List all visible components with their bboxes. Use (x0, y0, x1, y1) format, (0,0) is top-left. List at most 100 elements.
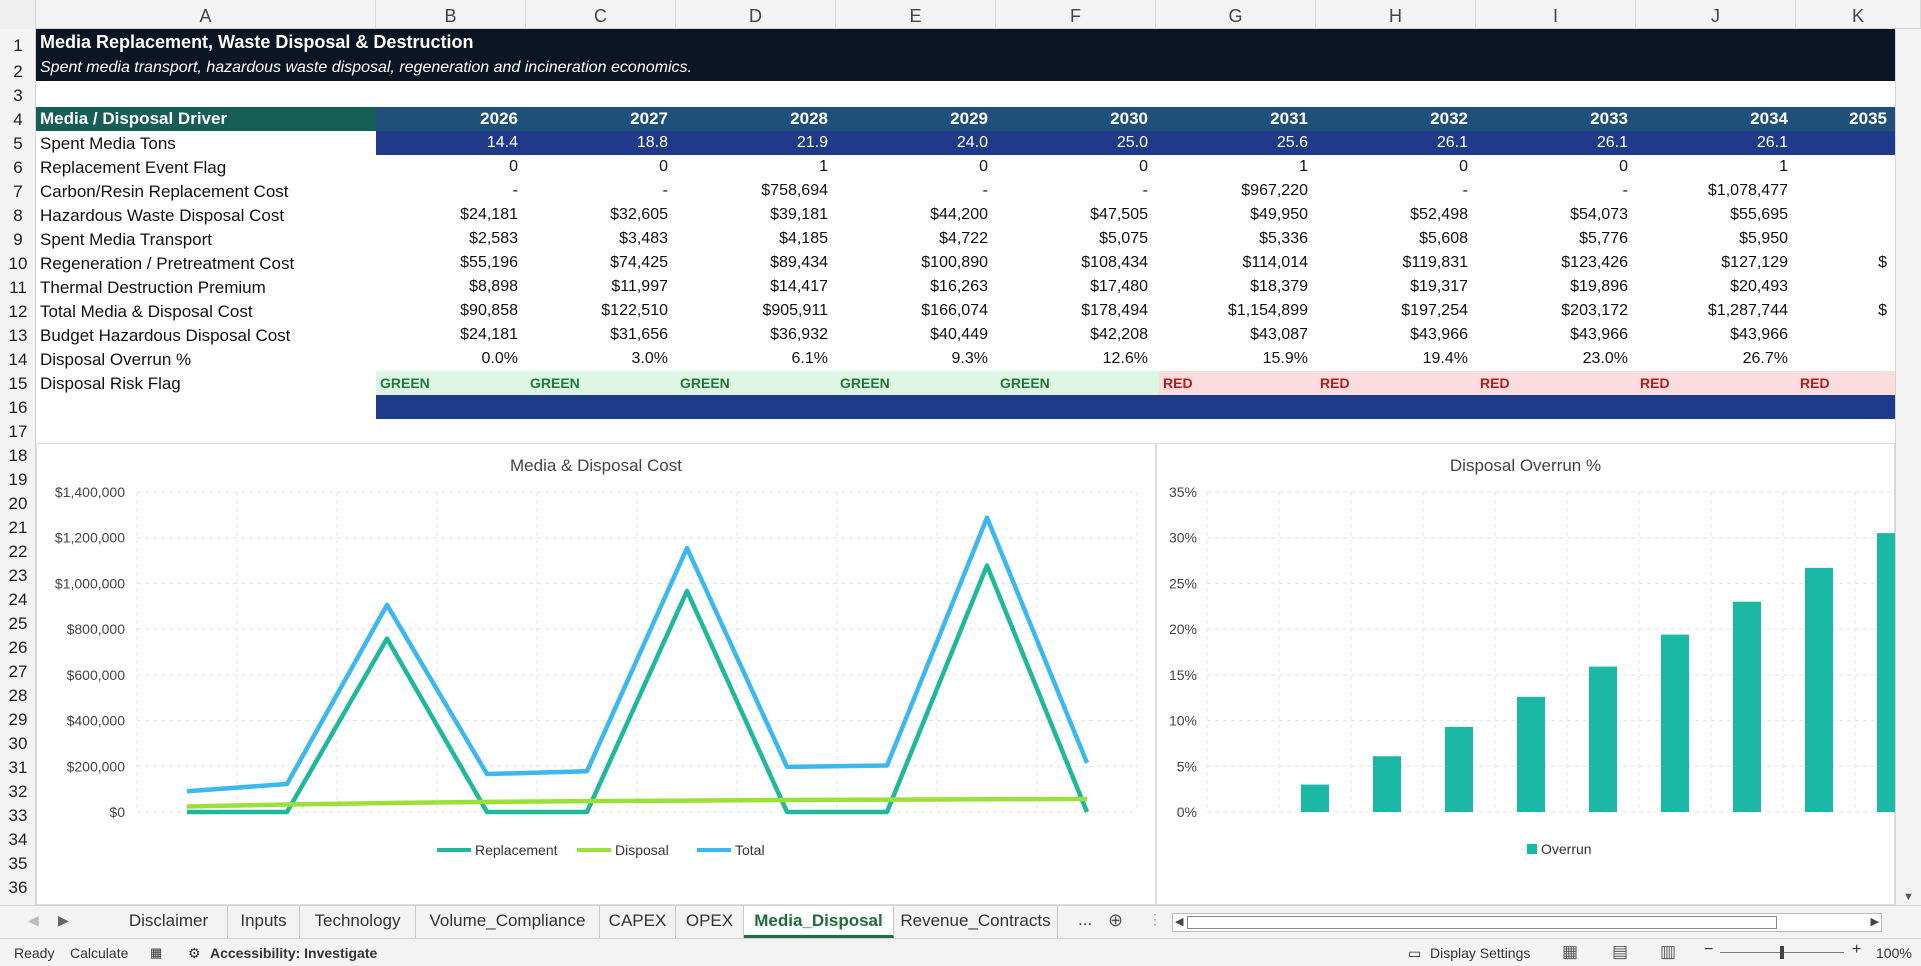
bar-overrun[interactable] (1661, 634, 1689, 812)
value-cell[interactable]: 1 (1779, 158, 1788, 175)
value-cell[interactable]: 26.1 (1436, 134, 1468, 151)
bar-overrun[interactable] (1805, 567, 1833, 812)
value-cell[interactable]: $44,200 (930, 206, 988, 223)
row-label[interactable]: Carbon/Resin Replacement Cost (40, 182, 289, 201)
horizontal-scroll-thumb[interactable] (1187, 916, 1777, 929)
value-cell[interactable]: $5,075 (1099, 230, 1148, 247)
bar-overrun[interactable] (1877, 533, 1895, 812)
value-cell[interactable]: 1 (1299, 158, 1308, 175)
tab-revenue-contracts[interactable]: Revenue_Contracts (894, 906, 1058, 938)
row-header-36[interactable]: 36 (8, 878, 28, 897)
row-header-24[interactable]: 24 (8, 590, 28, 609)
value-cell[interactable]: $74,425 (610, 254, 668, 271)
value-cell[interactable]: 0 (1139, 158, 1148, 175)
row-header-9[interactable]: 9 (13, 230, 23, 249)
value-cell[interactable]: $43,966 (1730, 326, 1788, 343)
column-header-f[interactable]: F (996, 0, 1156, 29)
row-header-13[interactable]: 13 (8, 326, 28, 345)
tab-media-disposal[interactable]: Media_Disposal (744, 906, 894, 938)
column-header-c[interactable]: C (526, 0, 676, 29)
year-header-2031[interactable]: 2031 (1270, 109, 1308, 128)
value-cell[interactable]: $5,950 (1739, 230, 1788, 247)
normal-view-icon[interactable]: ▦ (1562, 942, 1579, 961)
risk-flag-green[interactable]: GREEN (840, 375, 890, 391)
risk-flag-green[interactable]: GREEN (680, 375, 730, 391)
value-cell[interactable]: $108,434 (1081, 254, 1148, 271)
value-cell[interactable]: 24.0 (956, 134, 988, 151)
add-sheet-icon[interactable]: ⊕ (1108, 910, 1124, 930)
series-line-total[interactable] (186, 515, 1090, 794)
row-header-31[interactable]: 31 (8, 758, 28, 777)
row-header-20[interactable]: 20 (8, 494, 28, 513)
value-cell[interactable]: $36,932 (770, 326, 828, 343)
risk-flag-red[interactable]: RED (1640, 375, 1670, 391)
zoom-out-icon[interactable]: − (1704, 941, 1714, 958)
page-layout-icon[interactable]: ▤ (1612, 942, 1629, 961)
row-header-22[interactable]: 22 (8, 542, 28, 561)
value-cell[interactable]: $905,911 (762, 302, 828, 319)
value-cell[interactable]: 18.8 (636, 134, 668, 151)
row-header-14[interactable]: 14 (8, 350, 28, 369)
value-cell[interactable]: 12.6% (1102, 350, 1148, 367)
display-settings-icon[interactable]: ▭ (1408, 945, 1422, 961)
year-header-2028[interactable]: 2028 (790, 109, 828, 128)
value-cell[interactable]: $32,605 (610, 206, 668, 223)
select-all-corner[interactable] (0, 0, 36, 29)
value-cell[interactable]: $40,449 (930, 326, 988, 343)
risk-flag-green[interactable]: GREEN (380, 375, 430, 391)
column-header-g[interactable]: G (1156, 0, 1316, 29)
value-cell[interactable]: $119,831 (1402, 254, 1468, 271)
value-cell[interactable]: 0 (1459, 158, 1468, 175)
value-cell[interactable]: $8,898 (469, 278, 518, 295)
value-cell[interactable]: - (1462, 182, 1468, 199)
value-cell[interactable]: $43,966 (1570, 326, 1628, 343)
value-cell[interactable]: 0.0% (481, 350, 518, 367)
value-cell[interactable]: $5,608 (1419, 230, 1468, 247)
bar-overrun[interactable] (1445, 726, 1473, 812)
disposal-overrun-chart[interactable]: Disposal Overrun % 0% 5% 10% 15% 20% 25% 30% 35… (1156, 443, 1895, 905)
value-cell[interactable]: $758,694 (761, 182, 828, 199)
value-cell[interactable]: $39,181 (770, 206, 828, 223)
row-header-4[interactable]: 4 (13, 110, 23, 129)
tab-volume-compliance[interactable]: Volume_Compliance (416, 906, 600, 938)
splitter-dots-icon[interactable]: ⋮ (1148, 911, 1162, 927)
display-settings-button[interactable]: Display Settings (1430, 945, 1531, 961)
row-label[interactable]: Total Media & Disposal Cost (40, 302, 253, 321)
row-header-1[interactable]: 1 (13, 36, 23, 55)
row-header-6[interactable]: 6 (13, 158, 23, 177)
page-break-view-icon[interactable]: ▥ (1660, 942, 1677, 961)
more-tabs-button[interactable]: ... (1078, 910, 1093, 929)
bar-overrun[interactable] (1373, 756, 1401, 812)
value-cell[interactable]: $3,483 (619, 230, 668, 247)
year-header-2032[interactable]: 2032 (1430, 109, 1468, 128)
value-cell[interactable]: $178,494 (1081, 302, 1148, 319)
row-header-18[interactable]: 18 (8, 446, 28, 465)
series-line-replacement[interactable] (187, 563, 1090, 815)
tab-technology[interactable]: Technology (300, 906, 416, 938)
value-cell[interactable]: $49,950 (1250, 206, 1308, 223)
value-cell[interactable]: 14.4 (486, 134, 518, 151)
row-header-35[interactable]: 35 (8, 854, 28, 873)
value-cell[interactable]: - (662, 182, 668, 199)
value-cell[interactable]: 25.0 (1116, 134, 1148, 151)
scroll-left-icon[interactable]: ◀ (1175, 916, 1184, 928)
value-cell[interactable]: - (982, 182, 988, 199)
bar-overrun[interactable] (1589, 666, 1617, 812)
year-header-2034[interactable]: 2034 (1750, 109, 1788, 128)
tab-inputs[interactable]: Inputs (228, 906, 300, 938)
year-header-2027[interactable]: 2027 (630, 109, 668, 128)
scroll-down-icon[interactable]: ▼ (1903, 891, 1914, 903)
column-header-b[interactable]: B (376, 0, 526, 29)
worksheet-grid[interactable]: Media Replacement, Waste Disposal & Dest… (36, 29, 1895, 905)
column-header-e[interactable]: E (836, 0, 996, 29)
horizontal-scrollbar[interactable]: ◀ ▶ (1172, 913, 1882, 932)
value-cell[interactable]: $197,254 (1401, 302, 1468, 319)
value-cell[interactable]: 0 (509, 158, 518, 175)
row-header-12[interactable]: 12 (8, 302, 28, 321)
bar-overrun[interactable] (1733, 601, 1761, 812)
value-cell[interactable]: - (512, 182, 518, 199)
value-cell[interactable]: - (1142, 182, 1148, 199)
column-header-d[interactable]: D (676, 0, 836, 29)
column-header-i[interactable]: I (1476, 0, 1636, 29)
row-label[interactable]: Replacement Event Flag (40, 158, 227, 177)
